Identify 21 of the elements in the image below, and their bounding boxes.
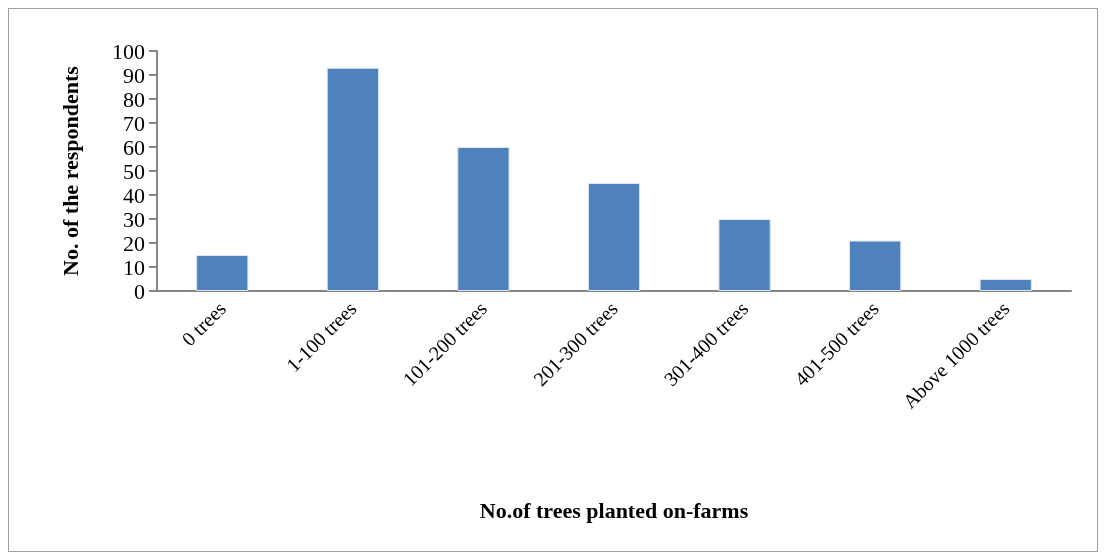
bar: [979, 279, 1032, 291]
y-tick-label: 50: [123, 158, 145, 184]
y-tick-label: 70: [123, 110, 145, 136]
y-tick-label: 10: [123, 254, 145, 280]
bar: [718, 219, 771, 291]
y-tick-label: 20: [123, 230, 145, 256]
y-tick-label: 30: [123, 206, 145, 232]
y-tick-label: 80: [123, 86, 145, 112]
y-tick-label: 60: [123, 134, 145, 160]
bar: [457, 147, 510, 291]
y-tick-label: 40: [123, 182, 145, 208]
x-axis-title: No.of trees planted on-farms: [479, 497, 749, 523]
bar: [196, 255, 249, 291]
bar: [587, 183, 641, 291]
bar: [849, 240, 902, 291]
y-tick-label: 0: [134, 278, 145, 304]
y-tick-label: 90: [123, 62, 145, 88]
y-axis-title: No. of the respondents: [57, 65, 83, 276]
bar: [326, 67, 379, 291]
x-tick-label: 0 trees: [177, 297, 231, 351]
y-tick-label: 100: [112, 38, 145, 64]
